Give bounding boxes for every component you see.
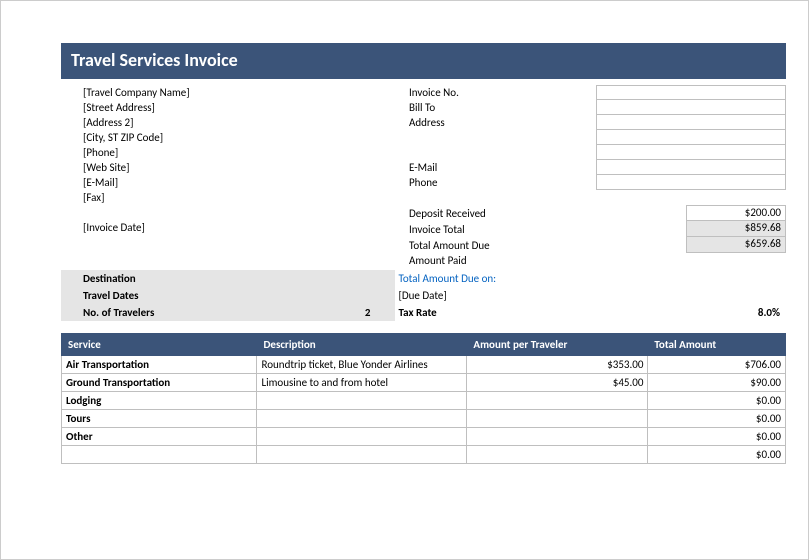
cell-amount-per: [467, 446, 648, 464]
label-invoice-total: Invoice Total: [409, 222, 686, 237]
th-service: Service: [62, 334, 257, 356]
table-row: Air TransportationRoundtrip ticket, Blue…: [62, 356, 786, 374]
company-address2: [Address 2]: [83, 115, 409, 130]
label-deposit: Deposit Received: [409, 206, 686, 221]
th-amount-per: Amount per Traveler: [467, 334, 648, 356]
value-due-date: [Due Date]: [399, 287, 787, 304]
invoice-date: [Invoice Date]: [83, 220, 409, 235]
cell-total: $90.00: [648, 374, 786, 392]
cell-amount-per: [467, 410, 648, 428]
value-invoice-total: $859.68: [686, 221, 786, 237]
table-row: Ground TransportationLimousine to and fr…: [62, 374, 786, 392]
label-phone: Phone: [409, 175, 596, 190]
cell-description: Roundtrip ticket, Blue Yonder Airlines: [257, 356, 467, 374]
cell-service: Ground Transportation: [62, 374, 257, 392]
cell-description: [257, 410, 467, 428]
value-num-travelers: 2: [365, 304, 395, 321]
value-invoice-no: [596, 85, 786, 100]
company-website: [Web Site]: [83, 160, 409, 175]
label-num-travelers: No. of Travelers: [83, 304, 365, 321]
company-phone: [Phone]: [83, 145, 409, 160]
info-block: [Travel Company Name] [Street Address] […: [61, 85, 786, 268]
value-bill-to: [596, 100, 786, 115]
value-deposit: $200.00: [686, 205, 786, 221]
value-address-2: [596, 130, 786, 145]
page-title: Travel Services Invoice: [61, 43, 786, 79]
value-email: [596, 160, 786, 175]
value-tax-rate: 8.0%: [758, 304, 786, 321]
label-address: Address: [409, 115, 596, 130]
company-fax: [Fax]: [83, 190, 409, 205]
label-email: E-Mail: [409, 160, 596, 175]
value-phone: [596, 175, 786, 190]
value-total-due: $659.68: [686, 237, 786, 253]
table-row: Other $0.00: [62, 428, 786, 446]
cell-total: $706.00: [648, 356, 786, 374]
bill-info: Invoice No. Bill To Address E-Mail: [409, 85, 786, 268]
table-row: Lodging $0.00: [62, 392, 786, 410]
cell-description: [257, 446, 467, 464]
company-email: [E-Mail]: [83, 175, 409, 190]
cell-service: [62, 446, 257, 464]
cell-amount-per: $353.00: [467, 356, 648, 374]
value-address-1: [596, 115, 786, 130]
cell-service: Other: [62, 428, 257, 446]
company-info: [Travel Company Name] [Street Address] […: [61, 85, 409, 268]
label-amount-paid: Amount Paid: [409, 253, 786, 268]
cell-amount-per: $45.00: [467, 374, 648, 392]
value-address-3: [596, 145, 786, 160]
th-description: Description: [257, 334, 467, 356]
label-invoice-no: Invoice No.: [409, 85, 596, 100]
cell-amount-per: [467, 428, 648, 446]
cell-description: Limousine to and from hotel: [257, 374, 467, 392]
cell-amount-per: [467, 392, 648, 410]
table-row: Tours $0.00: [62, 410, 786, 428]
cell-total: $0.00: [648, 428, 786, 446]
invoice-page: Travel Services Invoice [Travel Company …: [0, 0, 809, 560]
company-cityzip: [City, ST ZIP Code]: [83, 130, 409, 145]
table-row: $0.00: [62, 446, 786, 464]
services-table: Service Description Amount per Traveler …: [61, 333, 786, 464]
cell-total: $0.00: [648, 410, 786, 428]
destination-block: Destination Total Amount Due on: Travel …: [61, 270, 786, 321]
cell-total: $0.00: [648, 392, 786, 410]
cell-service: Tours: [62, 410, 257, 428]
cell-service: Lodging: [62, 392, 257, 410]
label-tax-rate: Tax Rate: [399, 304, 758, 321]
label-destination: Destination: [83, 270, 395, 287]
cell-service: Air Transportation: [62, 356, 257, 374]
label-total-due: Total Amount Due: [409, 238, 686, 253]
label-travel-dates: Travel Dates: [83, 287, 395, 304]
label-bill-to: Bill To: [409, 100, 596, 115]
label-total-due-on: Total Amount Due on:: [399, 270, 787, 287]
cell-description: [257, 392, 467, 410]
th-total: Total Amount: [648, 334, 786, 356]
company-name: [Travel Company Name]: [83, 85, 409, 100]
cell-total: $0.00: [648, 446, 786, 464]
company-street: [Street Address]: [83, 100, 409, 115]
cell-description: [257, 428, 467, 446]
